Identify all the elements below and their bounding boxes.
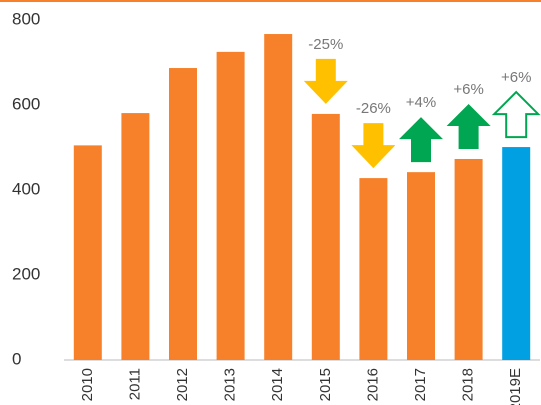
x-tick-label: 2012 (174, 368, 191, 401)
bar (407, 172, 435, 360)
annotation: +6% (453, 81, 483, 98)
y-tick-label: 200 (12, 264, 40, 283)
arrow (491, 90, 541, 139)
x-tick-label: 2018 (460, 368, 477, 401)
x-tick-label: 2015 (317, 368, 334, 401)
y-tick-label: 0 (12, 349, 21, 368)
bar (454, 158, 483, 360)
arrow (351, 123, 396, 169)
x-tick-label: 2013 (222, 368, 239, 401)
y-tick-label: 600 (12, 94, 40, 113)
bar (264, 34, 293, 361)
bar (216, 51, 245, 360)
x-tick-label: 2010 (79, 368, 96, 401)
y-tick-label: 800 (12, 9, 40, 28)
top-rule (0, 0, 541, 2)
x-tick-label: 2017 (412, 368, 429, 401)
bar (121, 113, 150, 360)
bar (359, 178, 388, 360)
bar (169, 68, 197, 361)
bar (311, 113, 340, 360)
arrow (399, 117, 443, 163)
x-tick-label: 2019E (507, 368, 524, 405)
bar (502, 147, 531, 360)
x-tick-label: 2016 (364, 368, 381, 401)
annotation: +6% (501, 69, 531, 86)
annotation: +4% (406, 94, 436, 111)
x-tick-label: 2014 (269, 368, 286, 401)
annotation: -25% (308, 36, 343, 53)
bar (73, 145, 102, 360)
arrow (303, 58, 348, 104)
annotation: -26% (356, 100, 391, 117)
y-tick-label: 400 (12, 179, 40, 198)
arrow (446, 103, 491, 149)
x-tick-label: 2011 (126, 368, 143, 400)
